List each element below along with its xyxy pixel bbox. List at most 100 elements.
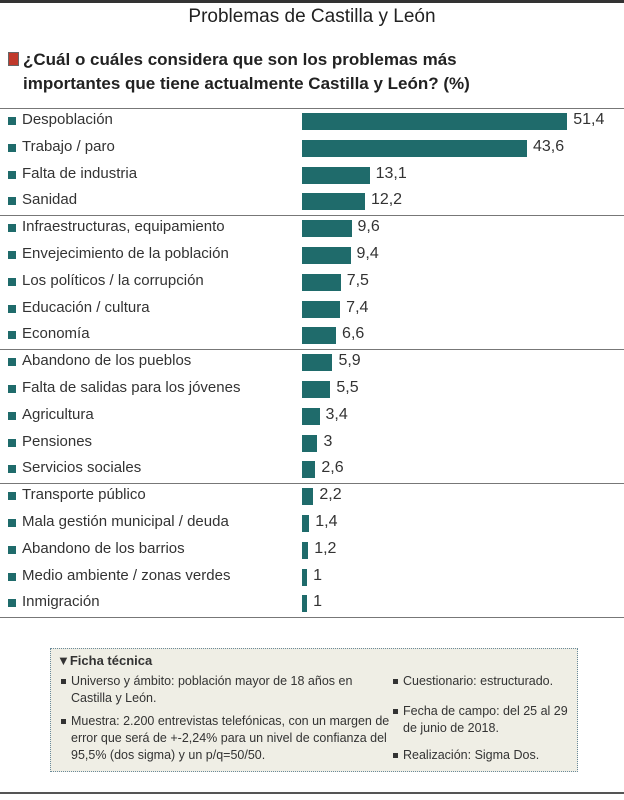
ficha-item: Universo y ámbito: población mayor de 18… (59, 673, 371, 707)
bar-row: Despoblación 51,4 (0, 109, 624, 135)
category-label: Medio ambiente / zonas verdes (22, 566, 231, 584)
bullet-icon (8, 385, 16, 393)
group-separator (0, 483, 624, 485)
value-label: 2,6 (321, 459, 344, 477)
value-label: 1,2 (314, 539, 337, 557)
bar (302, 273, 341, 291)
bullet-icon (8, 251, 16, 259)
bar (302, 193, 365, 211)
ficha-heading: ▼Ficha técnica (57, 653, 153, 668)
category-label: Trabajo / paro (22, 137, 115, 155)
ficha-item: Cuestionario: estructurado. (391, 673, 583, 690)
bullet-icon (8, 358, 16, 367)
category-label: Agricultura (22, 405, 94, 423)
category-label: Falta de industria (22, 164, 138, 182)
category-label: Envejecimiento de la población (22, 245, 229, 262)
bar (302, 488, 314, 506)
chart-subtitle: ¿Cuál o cuáles considera que son los pro… (23, 50, 470, 93)
bar (302, 327, 337, 345)
bar-row: Pensiones 3 (0, 431, 624, 457)
bar-row: Transporte público 2,2 (0, 484, 624, 510)
bar-row: Educación / cultura 7,4 (0, 297, 624, 323)
value-label: 51,4 (573, 111, 605, 128)
value-label: 1 (313, 593, 323, 611)
category-label: Pensiones (22, 432, 93, 450)
bar (302, 595, 308, 613)
category-label: Abandono de los barrios (22, 539, 185, 557)
bar (302, 220, 352, 238)
value-label: 5,5 (336, 379, 359, 396)
value-label: 1,4 (315, 513, 338, 530)
category-label: Abandono de los pueblos (22, 352, 192, 370)
value-label: 9,4 (356, 245, 379, 262)
bullet-icon (8, 143, 16, 152)
bullet-icon (8, 519, 16, 527)
bullet-icon (8, 117, 16, 125)
bottom-rule (0, 792, 624, 794)
question: ¿Cuál o cuáles considera que son los pro… (8, 48, 503, 96)
bullet-icon (8, 224, 16, 233)
ficha-item: Realización: Sigma Dos. (391, 747, 583, 764)
bullet-icon (8, 465, 16, 474)
bar-row: Agricultura 3,4 (0, 404, 624, 430)
question-marker-icon (8, 52, 19, 66)
bullet-icon (8, 331, 16, 340)
category-label: Despoblación (22, 111, 113, 128)
category-label: Infraestructuras, equipamiento (22, 218, 225, 236)
bar (302, 300, 341, 318)
group-separator (0, 108, 624, 109)
category-label: Servicios sociales (22, 459, 142, 477)
value-label: 1 (313, 566, 323, 584)
bar-row: Falta de salidas para los jóvenes 5,5 (0, 377, 624, 403)
bar-row: Falta de industria 13,1 (0, 163, 624, 189)
bar-row: Inmigración 1 (0, 591, 624, 617)
category-label: Inmigración (22, 593, 100, 611)
bullet-icon (8, 304, 16, 313)
category-label: Economía (22, 325, 90, 343)
value-label: 6,6 (342, 325, 365, 343)
value-label: 9,6 (357, 218, 380, 236)
bullet-icon (8, 277, 16, 286)
bullet-icon (8, 545, 16, 554)
chart-title: Problemas de Castilla y León (188, 6, 436, 27)
value-label: 13,1 (375, 164, 407, 182)
value-label: 3,4 (325, 405, 348, 423)
ficha-item: Fecha de campo: del 25 al 29 de junio de… (391, 703, 573, 737)
category-label: Transporte público (22, 486, 146, 504)
bar (302, 407, 320, 425)
bar (302, 354, 333, 372)
bar (302, 247, 351, 264)
value-label: 7,5 (346, 271, 369, 289)
bar-row: Sanidad 12,2 (0, 189, 624, 215)
category-label: Mala gestión municipal / deuda (22, 513, 229, 530)
ficha-item: Muestra: 2.200 entrevistas telefónicas, … (59, 713, 391, 764)
bullet-icon (8, 572, 16, 581)
bullet-icon (8, 197, 16, 206)
category-label: Sanidad (22, 191, 78, 209)
bar (302, 515, 310, 532)
bar (302, 541, 309, 559)
bar-row: Envejecimiento de la población 9,4 (0, 243, 624, 269)
bar (302, 139, 527, 157)
bar-row: Medio ambiente / zonas verdes 1 (0, 565, 624, 591)
value-label: 7,4 (346, 298, 369, 316)
group-separator (0, 617, 624, 619)
bar (302, 113, 568, 130)
category-label: Falta de salidas para los jóvenes (22, 379, 241, 396)
bar (302, 166, 370, 184)
value-label: 12,2 (370, 191, 403, 209)
bullet-icon (8, 411, 16, 420)
bullet-icon (8, 599, 16, 608)
value-label: 3 (323, 432, 333, 450)
group-separator (0, 215, 624, 217)
category-label: Educación / cultura (22, 298, 150, 316)
bar-row: Servicios sociales 2,6 (0, 457, 624, 483)
bar (302, 381, 331, 398)
bar-row: Infraestructuras, equipamiento 9,6 (0, 216, 624, 242)
ficha-tecnica: ▼Ficha técnica Universo y ámbito: poblac… (50, 648, 578, 772)
bar-row: Abandono de los pueblos 5,9 (0, 350, 624, 376)
category-label: Los políticos / la corrupción (22, 271, 204, 289)
bullet-icon (8, 438, 16, 447)
bar-row: Abandono de los barrios 1,2 (0, 538, 624, 564)
bar-row: Mala gestión municipal / deuda 1,4 (0, 511, 624, 537)
